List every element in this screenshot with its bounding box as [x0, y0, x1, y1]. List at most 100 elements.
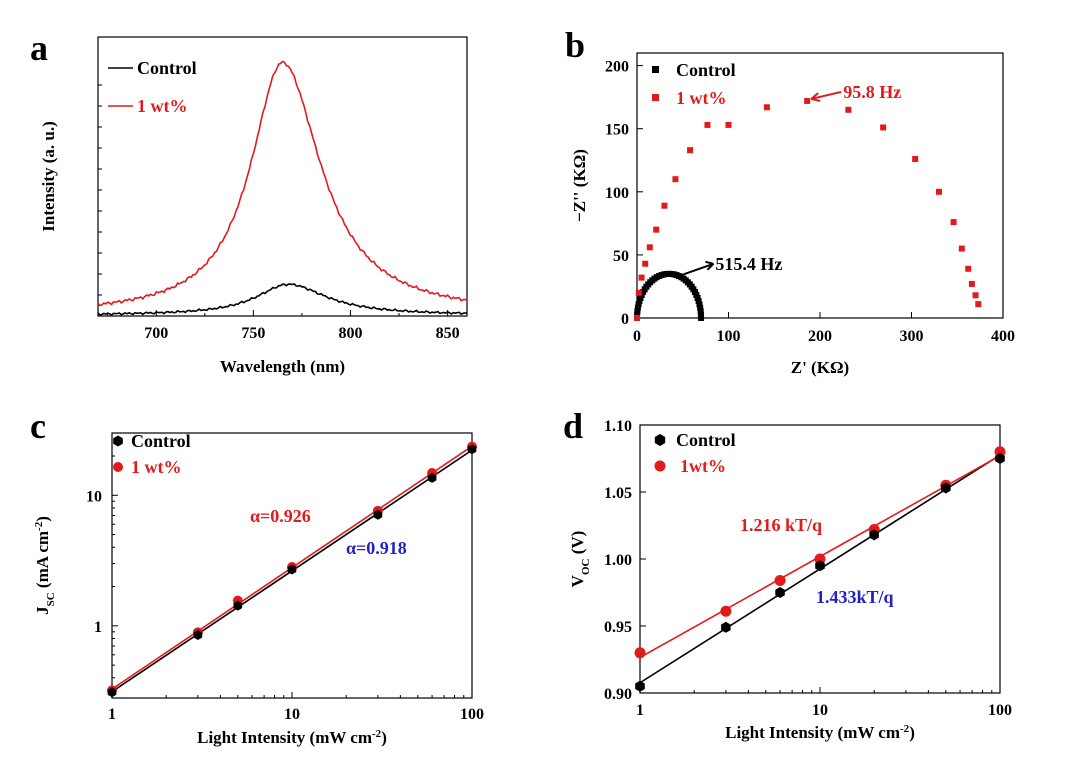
data-point-1wt	[814, 553, 826, 565]
data-point-control	[634, 304, 641, 311]
data-point-1wt	[763, 104, 770, 111]
chart-a-xlabel: Wavelength (nm)	[220, 357, 345, 376]
data-point-control	[815, 560, 825, 572]
annotation-slope-1wt: 1.216 kT/q	[740, 515, 822, 535]
data-point-control	[696, 301, 703, 308]
chart-d-xlabel: Light Intensity (mW cm-2)	[725, 723, 915, 742]
data-point-control	[637, 294, 644, 301]
data-point-1wt	[972, 292, 979, 299]
legend-1wt-label: 1 wt%	[676, 88, 727, 108]
chart-b-ticks: 0 100 200 300 400 0 50 100 150 200	[605, 59, 1015, 345]
chart-a-lines	[97, 60, 468, 316]
legend-1wt-label: 1wt%	[680, 456, 726, 476]
data-point-control	[193, 630, 203, 640]
data-point-control	[995, 453, 1005, 464]
panel-letter-d: d	[563, 406, 583, 446]
data-point-1wt	[653, 226, 660, 233]
data-point-1wt	[635, 289, 642, 296]
panel-letter-b: b	[565, 25, 585, 65]
chart-a: 700 750 800 850 Wavelength (nm) Intensity (…	[39, 36, 468, 376]
legend-control-marker	[113, 435, 123, 447]
legend-1wt-label: 1 wt%	[137, 96, 188, 116]
label-part: )	[909, 723, 915, 742]
chart-b-xlabel: Z' (KΩ)	[791, 358, 849, 377]
label-part: V	[568, 574, 587, 587]
data-point-1wt	[994, 446, 1006, 458]
data-point-control	[869, 529, 879, 541]
chart-a-ticks: 700 750 800 850	[98, 84, 460, 342]
annotation-alpha-1wt: α=0.926	[250, 506, 311, 526]
chart-d: 1 10 100 0.90 0.95 1.00 1.05 1.10 Light Intensi…	[568, 418, 1012, 742]
y-tick-label: 1	[94, 619, 102, 636]
x-tick-label: 100	[460, 706, 484, 723]
y-tick-label: 1.00	[604, 552, 632, 569]
x-tick-label: 850	[436, 325, 460, 342]
x-tick-label: 400	[991, 328, 1015, 345]
data-point-control	[695, 298, 702, 305]
data-point-control	[287, 564, 297, 575]
annotation-95hz: 95.8 Hz	[843, 82, 901, 102]
chart-a-ylabel: Intensity (a. u.)	[39, 121, 58, 232]
data-point-1wt	[634, 647, 646, 659]
legend-1wt-marker	[113, 462, 123, 472]
data-point-control	[233, 600, 243, 611]
y-tick-label: 10	[86, 488, 102, 505]
data-point-control	[427, 472, 437, 483]
y-tick-label: 100	[605, 185, 629, 202]
data-point-control	[941, 482, 951, 494]
label-part: J	[33, 606, 52, 615]
data-point-control	[697, 311, 704, 318]
data-point-control	[107, 687, 117, 698]
data-point-control	[635, 680, 645, 692]
chart-d-legend: Control 1wt%	[654, 430, 736, 476]
label-sup: -2	[900, 723, 910, 735]
x-tick-label: 300	[900, 328, 924, 345]
data-point-control	[697, 304, 704, 311]
chart-b-points	[634, 97, 982, 321]
data-point-1wt	[880, 124, 887, 131]
x-tick-label: 800	[338, 325, 362, 342]
label-part: Light Intensity (mW cm	[197, 728, 372, 747]
series-line-control	[97, 282, 468, 316]
x-tick-label: 0	[633, 328, 641, 345]
label-part: Light Intensity (mW cm	[725, 723, 900, 742]
data-point-control	[693, 291, 700, 298]
data-point-1wt	[638, 274, 645, 281]
data-point-1wt	[661, 202, 668, 209]
annotation-515hz: 515.4 Hz	[715, 254, 782, 274]
label-sup: -2	[33, 521, 45, 531]
label-part: )	[33, 516, 52, 522]
data-point-control	[694, 294, 701, 301]
chart-c-ylabel: JSC (mA cm-2)	[33, 516, 57, 615]
chart-c-points	[107, 441, 477, 698]
y-tick-label: 0	[621, 311, 629, 328]
data-point-control	[775, 587, 785, 598]
x-tick-label: 200	[808, 328, 832, 345]
legend-control-label: Control	[131, 431, 191, 451]
data-point-1wt	[642, 260, 649, 267]
data-point-1wt	[958, 245, 965, 252]
data-point-1wt	[720, 605, 732, 617]
y-tick-label: 1.10	[604, 418, 632, 435]
legend-control-marker	[654, 434, 666, 446]
label-sub: OC	[580, 558, 592, 575]
legend-control-label: Control	[676, 60, 736, 80]
chart-c-ticks: 1 10 100 1 10	[86, 432, 484, 723]
panel-letter-a: a	[30, 28, 48, 68]
legend-1wt-marker	[654, 460, 666, 472]
chart-d-ylabel: VOC (V)	[568, 531, 592, 588]
data-point-1wt	[968, 280, 975, 287]
legend-control-marker	[652, 66, 659, 73]
annotation-arrow-95hz	[810, 90, 842, 102]
chart-c-xlabel: Light Intensity (mW cm-2)	[197, 728, 387, 747]
y-tick-label: 50	[613, 248, 629, 265]
label-sup: -2	[372, 728, 382, 740]
data-point-control	[634, 311, 641, 318]
data-point-1wt	[687, 147, 694, 154]
annotation-alpha-control: α=0.918	[346, 538, 407, 558]
x-tick-label: 100	[717, 328, 741, 345]
data-point-1wt	[950, 219, 957, 226]
data-point-1wt	[965, 265, 972, 272]
